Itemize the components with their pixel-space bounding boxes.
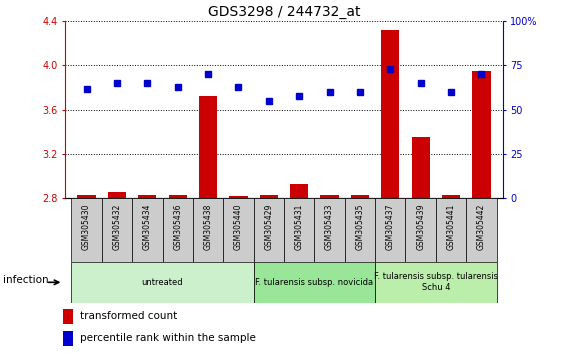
Bar	[466, 198, 496, 262]
Bar	[442, 195, 460, 198]
Bar	[63, 309, 73, 324]
Bar	[63, 331, 73, 346]
Bar	[193, 198, 223, 262]
Bar	[473, 71, 491, 198]
Text: GSM305439: GSM305439	[416, 203, 425, 250]
Bar	[102, 198, 132, 262]
Bar	[406, 198, 436, 262]
Bar	[72, 198, 102, 262]
Bar	[254, 198, 284, 262]
Title: GDS3298 / 244732_at: GDS3298 / 244732_at	[208, 5, 360, 19]
Text: percentile rank within the sample: percentile rank within the sample	[80, 333, 256, 343]
Bar	[223, 198, 254, 262]
Bar	[284, 198, 314, 262]
Text: GSM305438: GSM305438	[203, 203, 212, 250]
Bar	[132, 198, 162, 262]
Bar	[72, 262, 254, 303]
Bar	[229, 196, 248, 198]
Bar	[314, 198, 345, 262]
Bar	[169, 195, 187, 198]
Text: F. tularensis subsp. novicida: F. tularensis subsp. novicida	[255, 278, 373, 287]
Text: GSM305431: GSM305431	[295, 203, 304, 250]
Text: GSM305442: GSM305442	[477, 203, 486, 250]
Bar	[199, 97, 217, 198]
Bar	[351, 195, 369, 198]
Text: infection: infection	[3, 275, 49, 285]
Bar	[108, 192, 126, 198]
Bar	[375, 198, 406, 262]
Text: GSM305429: GSM305429	[264, 203, 273, 250]
Bar	[77, 195, 95, 198]
Text: GSM305440: GSM305440	[234, 203, 243, 250]
Bar	[290, 184, 308, 198]
Text: GSM305437: GSM305437	[386, 203, 395, 250]
Bar	[138, 195, 156, 198]
Text: GSM305434: GSM305434	[143, 203, 152, 250]
Bar	[254, 262, 375, 303]
Text: GSM305441: GSM305441	[446, 203, 456, 250]
Bar	[375, 262, 496, 303]
Text: GSM305430: GSM305430	[82, 203, 91, 250]
Bar	[320, 195, 339, 198]
Text: F. tularensis subsp. tularensis
Schu 4: F. tularensis subsp. tularensis Schu 4	[374, 272, 498, 292]
Bar	[436, 198, 466, 262]
Bar	[345, 198, 375, 262]
Text: transformed count: transformed count	[80, 312, 177, 321]
Bar	[162, 198, 193, 262]
Text: GSM305436: GSM305436	[173, 203, 182, 250]
Bar	[260, 195, 278, 198]
Text: untreated: untreated	[141, 278, 183, 287]
Bar	[381, 30, 399, 198]
Text: GSM305435: GSM305435	[356, 203, 365, 250]
Text: GSM305432: GSM305432	[112, 203, 122, 250]
Bar	[412, 137, 430, 198]
Text: GSM305433: GSM305433	[325, 203, 334, 250]
